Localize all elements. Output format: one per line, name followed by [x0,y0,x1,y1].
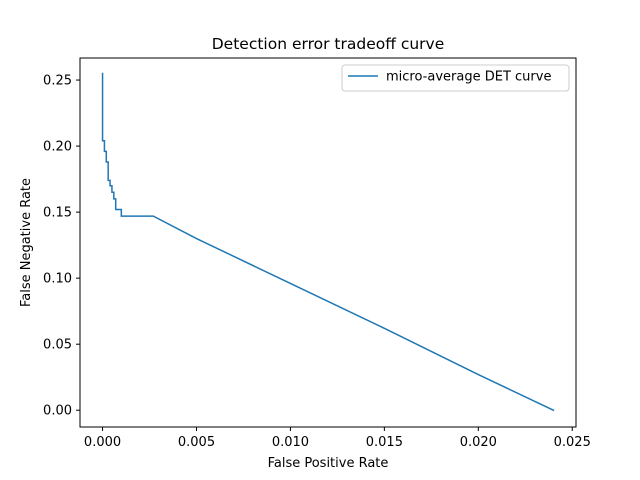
x-tick-label: 0.000 [84,435,121,450]
x-axis-label: False Positive Rate [268,456,389,471]
y-tick-label: 0.00 [43,404,72,419]
plot-frame [79,57,577,428]
legend: micro-average DET curve [341,64,570,92]
x-axis-ticks: 0.000 0.005 0.010 0.015 0.020 0.025 [84,427,591,450]
legend-label: micro-average DET curve [386,70,551,85]
x-tick-label: 0.015 [366,435,403,450]
legend-box [341,64,570,92]
y-axis-ticks: 0.00 0.05 0.10 0.15 0.20 0.25 [43,74,80,419]
x-tick-label: 0.010 [272,435,309,450]
x-tick-label: 0.020 [460,435,497,450]
x-tick-label: 0.025 [554,435,591,450]
y-axis-label: False Negative Rate [19,178,34,307]
plot-area [101,72,555,412]
y-tick-label: 0.25 [43,74,72,89]
y-tick-label: 0.05 [43,338,72,353]
y-tick-label: 0.10 [43,272,72,287]
x-tick-label: 0.005 [178,435,215,450]
y-tick-label: 0.15 [43,206,72,221]
y-tick-label: 0.20 [43,140,72,155]
chart-title: Detection error tradeoff curve [212,35,445,53]
series-line-micro-average-det-curve [101,72,555,412]
